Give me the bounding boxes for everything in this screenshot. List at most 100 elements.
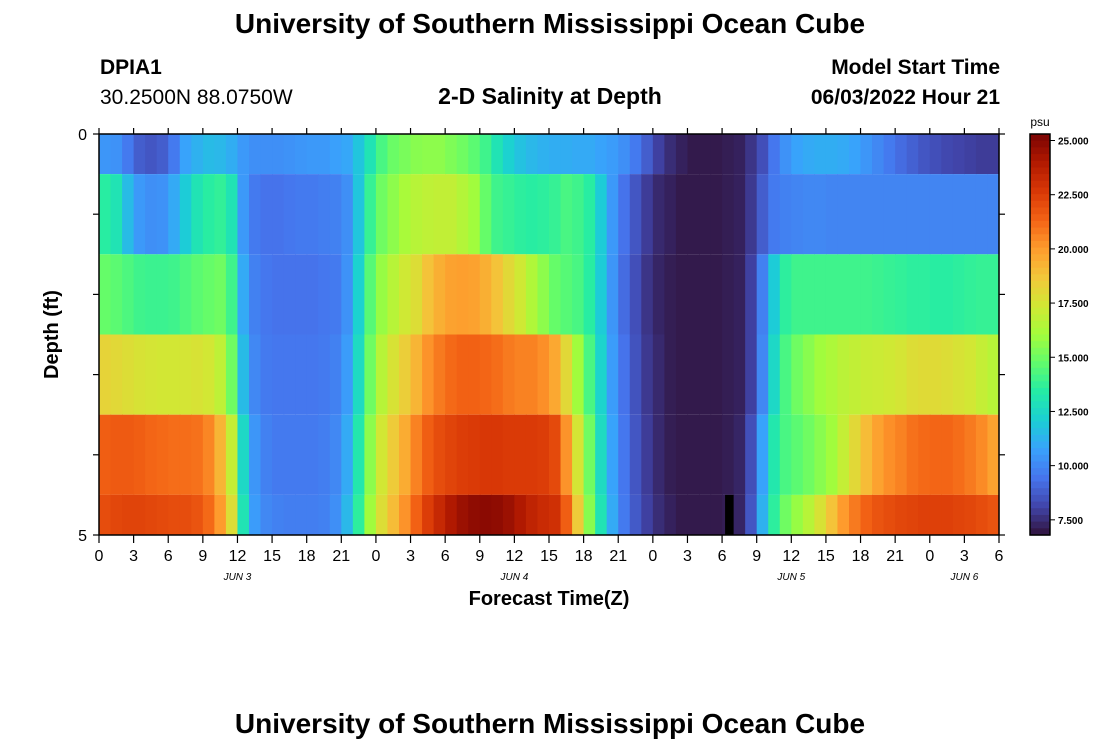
- heatmap-cell: [168, 174, 181, 255]
- heatmap-cell: [606, 494, 619, 535]
- heatmap-cell: [133, 494, 146, 535]
- heatmap-cell: [525, 334, 539, 415]
- heatmap-cell: [122, 334, 135, 415]
- colorbar-tick-label: 10.000: [1058, 462, 1089, 473]
- heatmap-cell: [572, 254, 585, 335]
- colorbar-segment: [1030, 468, 1050, 476]
- heatmap-cell: [122, 414, 135, 495]
- heatmap-cell: [756, 134, 769, 175]
- colorbar-segment: [1030, 281, 1050, 289]
- heatmap-cell: [525, 174, 539, 255]
- heatmap-cell: [883, 174, 896, 255]
- heatmap-cell: [156, 494, 169, 535]
- heatmap-cell: [214, 254, 227, 335]
- heatmap-cell: [387, 174, 400, 255]
- heatmap-cell: [122, 134, 135, 175]
- heatmap-cell: [560, 494, 573, 535]
- heatmap-cell: [849, 494, 862, 535]
- heatmap-cell: [260, 174, 273, 255]
- heatmap-cell: [825, 494, 839, 535]
- heatmap-cell: [352, 134, 365, 175]
- heatmap-cell: [722, 174, 735, 255]
- colorbar-segment: [1030, 501, 1050, 509]
- heatmap-cell: [352, 494, 365, 535]
- heatmap-cell: [364, 254, 377, 335]
- heatmap-cell: [814, 254, 827, 335]
- colorbar-segment: [1030, 294, 1050, 302]
- colorbar-tick-label: 7.500: [1058, 516, 1083, 527]
- colorbar-segment: [1030, 374, 1050, 382]
- colorbar-segment: [1030, 134, 1050, 142]
- heatmap-cell: [964, 414, 977, 495]
- heatmap-cell: [941, 494, 954, 535]
- heatmap-cell: [687, 414, 700, 495]
- heatmap-cell: [699, 334, 712, 415]
- heatmap-cell: [122, 254, 135, 335]
- heatmap-cell: [249, 254, 262, 335]
- heatmap-cell: [214, 494, 227, 535]
- heatmap-cell: [99, 174, 112, 255]
- heatmap-cell: [479, 134, 492, 175]
- heatmap-cell: [295, 334, 308, 415]
- heatmap-cell: [675, 254, 689, 335]
- heatmap-cell: [525, 494, 539, 535]
- heatmap-cell: [860, 174, 873, 255]
- heatmap-cell: [479, 174, 492, 255]
- heatmap-cell: [825, 134, 839, 175]
- heatmap-cell: [641, 494, 654, 535]
- heatmap-cell: [952, 334, 965, 415]
- heatmap-cell: [618, 414, 631, 495]
- heatmap-cell: [445, 254, 458, 335]
- heatmap-cell: [687, 494, 700, 535]
- heatmap-cell: [306, 254, 319, 335]
- heatmap-cell: [433, 494, 446, 535]
- colorbar-segment: [1030, 334, 1050, 342]
- heatmap-cell: [975, 334, 989, 415]
- heatmap-cell: [525, 414, 539, 495]
- heatmap-cell: [872, 414, 885, 495]
- heatmap-cell: [629, 334, 642, 415]
- heatmap-cell: [652, 134, 665, 175]
- heatmap-cell: [918, 414, 931, 495]
- heatmap-cell: [202, 174, 215, 255]
- heatmap-cell: [168, 134, 181, 175]
- date-label: JUN 4: [499, 572, 528, 583]
- heatmap-cell: [572, 134, 585, 175]
- heatmap-cell: [514, 494, 527, 535]
- colorbar-tick-label: 15.000: [1058, 353, 1089, 364]
- heatmap-cell: [652, 414, 665, 495]
- heatmap-cell: [837, 414, 850, 495]
- x-tick-label: 21: [609, 548, 627, 565]
- heatmap-cell: [237, 254, 250, 335]
- heatmap-cell: [791, 494, 804, 535]
- colorbar-segment: [1030, 448, 1050, 456]
- heatmap-cell: [929, 414, 942, 495]
- heatmap-cell: [468, 254, 481, 335]
- heatmap-cell: [433, 134, 446, 175]
- heatmap-cell: [341, 494, 354, 535]
- heatmap-cell: [479, 494, 492, 535]
- heatmap-cell: [399, 134, 412, 175]
- station-coordinates: 30.2500N 88.0750W: [100, 86, 293, 109]
- heatmap-cell: [122, 494, 135, 535]
- date-label: JUN 6: [949, 572, 978, 583]
- heatmap-cell: [895, 174, 908, 255]
- colorbar-segment: [1030, 200, 1050, 209]
- heatmap-cell: [883, 334, 896, 415]
- colorbar-segment: [1030, 287, 1050, 295]
- heatmap-cell: [849, 334, 862, 415]
- colorbar-segment: [1030, 187, 1050, 195]
- heatmap-cell: [399, 494, 412, 535]
- heatmap-cell: [722, 414, 735, 495]
- colorbar-segment: [1030, 274, 1050, 282]
- heatmap-cell: [975, 414, 989, 495]
- heatmap-cell: [329, 174, 342, 255]
- heatmap-cell: [952, 174, 965, 255]
- x-axis-label: Forecast Time(Z): [469, 588, 630, 610]
- colorbar-segment: [1030, 341, 1050, 349]
- heatmap-cell: [110, 174, 123, 255]
- colorbar-segment: [1030, 401, 1050, 409]
- heatmap-cell: [583, 494, 596, 535]
- colorbar-segment: [1030, 514, 1050, 523]
- heatmap-cell: [710, 134, 723, 175]
